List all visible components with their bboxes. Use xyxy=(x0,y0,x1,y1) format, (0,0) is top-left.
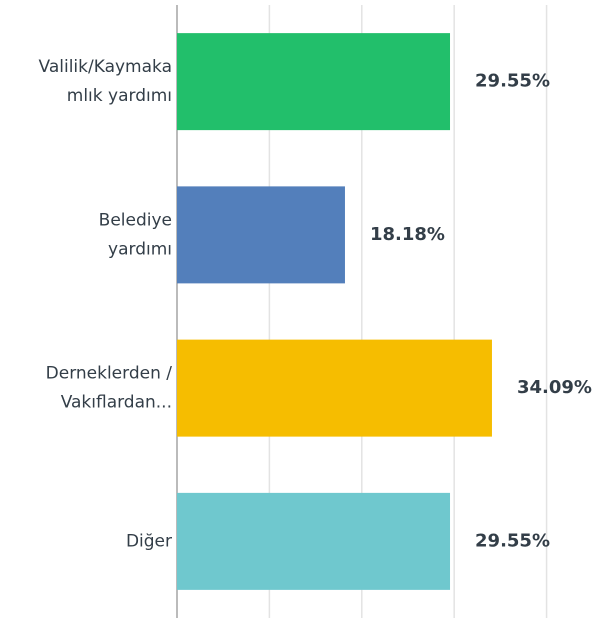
category-label: Belediye xyxy=(99,210,172,230)
bar xyxy=(177,492,451,590)
bar xyxy=(177,33,451,131)
category-label: Diğer xyxy=(126,531,172,551)
value-label: 34.09% xyxy=(517,377,592,398)
bar xyxy=(177,339,492,437)
value-label: 29.55% xyxy=(475,530,550,551)
bar xyxy=(177,186,345,284)
category-label: yardımı xyxy=(108,239,172,259)
category-label: Vakıflardan... xyxy=(61,393,172,413)
category-label: Derneklerden / xyxy=(46,364,173,384)
value-label: 18.18% xyxy=(370,224,445,245)
value-label: 29.55% xyxy=(475,71,550,92)
category-label: Valilik/Kaymaka xyxy=(39,57,172,77)
category-label: mlık yardımı xyxy=(67,86,172,106)
